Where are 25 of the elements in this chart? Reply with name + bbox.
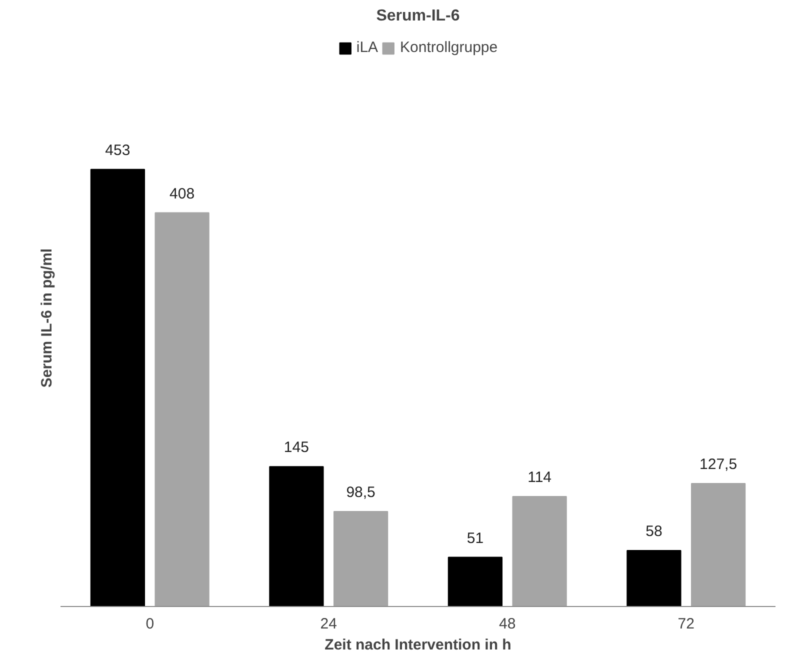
data-label: 145 <box>284 439 309 456</box>
data-label: 51 <box>466 530 484 547</box>
data-label: 408 <box>170 185 195 202</box>
bar <box>154 212 210 606</box>
bar <box>269 466 324 606</box>
data-label: 58 <box>646 523 662 540</box>
x-tick-label: 48 <box>499 616 516 632</box>
data-label: 98,5 <box>346 484 376 502</box>
x-tick-label: 24 <box>320 616 337 632</box>
data-label: 453 <box>105 142 130 159</box>
x-tick-label: 0 <box>146 616 154 632</box>
bar <box>626 550 682 606</box>
bar <box>90 168 146 606</box>
x-tick-label: 72 <box>678 616 694 632</box>
legend-label: iLA <box>356 39 378 56</box>
legend-label: Kontrollgruppe <box>400 39 498 56</box>
chart-title: Serum-IL-6 <box>376 8 460 24</box>
bar <box>333 510 388 606</box>
bar <box>690 482 746 606</box>
data-label: 127,5 <box>700 456 738 474</box>
bar <box>448 556 503 606</box>
data-label: 114 <box>528 469 552 486</box>
x-axis-title: Zeit nach Intervention in h <box>324 636 512 654</box>
y-axis-title: Serum IL-6 in pg/ml <box>38 248 56 388</box>
bar <box>512 496 567 606</box>
